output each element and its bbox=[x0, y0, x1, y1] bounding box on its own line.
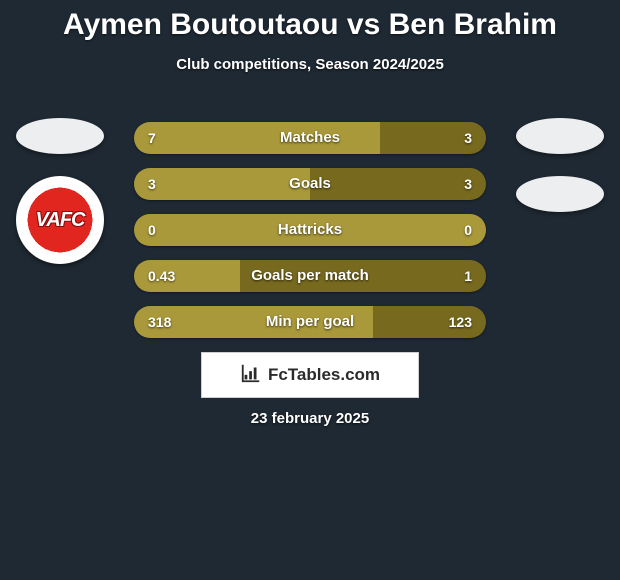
stat-row: 318123Min per goal bbox=[134, 306, 486, 338]
stat-row: 73Matches bbox=[134, 122, 486, 154]
date-label: 23 february 2025 bbox=[0, 410, 620, 427]
stat-value-left: 0.43 bbox=[148, 260, 175, 292]
stat-value-right: 1 bbox=[464, 260, 472, 292]
vafc-badge-text: VAFC bbox=[36, 209, 85, 232]
stat-value-right: 123 bbox=[449, 306, 472, 338]
right-club-logo bbox=[516, 176, 604, 212]
stat-value-left: 318 bbox=[148, 306, 171, 338]
stat-value-left: 7 bbox=[148, 122, 156, 154]
logos-right-column bbox=[516, 118, 604, 264]
right-club-logo bbox=[516, 118, 604, 154]
stat-bar-left bbox=[134, 214, 486, 246]
stat-row: 33Goals bbox=[134, 168, 486, 200]
logos-left-column: VAFC bbox=[16, 118, 104, 264]
watermark-badge: FcTables.com bbox=[201, 352, 419, 398]
page-title: Aymen Boutoutaou vs Ben Brahim bbox=[0, 0, 620, 42]
stat-value-left: 0 bbox=[148, 214, 156, 246]
stat-value-right: 0 bbox=[464, 214, 472, 246]
stat-bar-left bbox=[134, 168, 310, 200]
subtitle: Club competitions, Season 2024/2025 bbox=[0, 56, 620, 73]
vafc-badge-icon: VAFC bbox=[16, 176, 104, 264]
stat-row: 0.431Goals per match bbox=[134, 260, 486, 292]
stat-value-right: 3 bbox=[464, 168, 472, 200]
stat-bar-left bbox=[134, 122, 380, 154]
stat-bar-right bbox=[310, 168, 486, 200]
chart-icon bbox=[240, 362, 262, 389]
watermark-text: FcTables.com bbox=[268, 365, 380, 385]
stat-bars: 73Matches33Goals00Hattricks0.431Goals pe… bbox=[134, 122, 486, 338]
stat-value-left: 3 bbox=[148, 168, 156, 200]
stat-row: 00Hattricks bbox=[134, 214, 486, 246]
comparison-card: Aymen Boutoutaou vs Ben Brahim Club comp… bbox=[0, 0, 620, 580]
left-club-logo bbox=[16, 118, 104, 154]
stat-value-right: 3 bbox=[464, 122, 472, 154]
stat-bar-right bbox=[240, 260, 486, 292]
